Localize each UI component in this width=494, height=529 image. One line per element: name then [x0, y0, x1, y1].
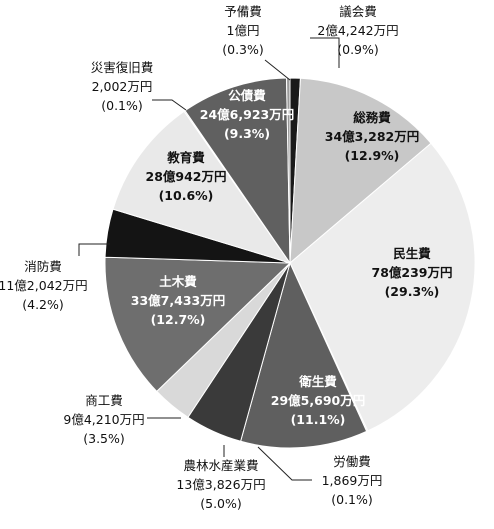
slice-amount: 33億7,433万円 — [131, 293, 225, 308]
slice-name: 商工費 — [85, 393, 123, 408]
slice-name: 消防費 — [24, 259, 62, 274]
slice-amount: 29億5,690万円 — [271, 393, 365, 408]
slice-name: 災害復旧費 — [91, 60, 154, 75]
slice-label-shoko: 商工費 9億4,210万円 (3.5%) — [63, 393, 144, 446]
slice-percent: (4.2%) — [22, 297, 64, 312]
slice-amount: 28億942万円 — [146, 169, 227, 184]
slice-label-saigai: 災害復旧費 2,002万円 (0.1%) — [91, 60, 154, 113]
slice-name: 土木費 — [159, 274, 197, 289]
slice-amount: 34億3,282万円 — [325, 129, 419, 144]
slice-percent: (11.1%) — [291, 412, 346, 427]
slice-label-somu: 総務費 34億3,282万円 (12.9%) — [325, 110, 419, 163]
slice-name: 衛生費 — [298, 374, 337, 389]
slice-percent: (9.3%) — [224, 126, 270, 141]
slice-amount: 2,002万円 — [92, 79, 153, 94]
slice-name: 公債費 — [228, 88, 266, 103]
leader-line-shobo — [78, 243, 110, 256]
slice-name: 農林水産業費 — [183, 458, 258, 473]
pie-slice-somu — [289, 77, 432, 265]
slice-amount: 13億3,826万円 — [176, 477, 265, 492]
slice-percent: (12.7%) — [151, 312, 206, 327]
slice-amount: 78億239万円 — [372, 265, 453, 280]
slice-label-shobo: 消防費 11億2,042万円 (4.2%) — [0, 259, 88, 312]
pie-slice-kyoiku — [112, 110, 292, 264]
slice-percent: (3.5%) — [83, 431, 125, 446]
slice-amount: 9億4,210万円 — [63, 412, 144, 427]
slice-percent: (0.1%) — [331, 492, 373, 507]
slice-labels: 議会費 2億4,242万円 (0.9%) 総務費 34億3,282万円 (12.9%) 民生… — [0, 4, 453, 511]
slice-percent: (10.6%) — [159, 188, 214, 203]
slice-amount: 1億円 — [227, 23, 260, 38]
pie-slice-doboku — [104, 256, 292, 393]
slice-label-eisei: 衛生費 29億5,690万円 (11.1%) — [271, 374, 365, 427]
pie-slices — [104, 77, 476, 449]
leader-line-rodo — [257, 446, 312, 481]
slice-amount: 1,869万円 — [322, 473, 383, 488]
slice-label-kosai: 公債費 24億6,923万円 (9.3%) — [200, 88, 294, 141]
slice-label-norin: 農林水産業費 13億3,826万円 (5.0%) — [176, 458, 265, 511]
leader-line-yobi — [264, 59, 291, 81]
slice-percent: (5.0%) — [200, 496, 242, 511]
pie-slice-eisei — [240, 261, 368, 449]
slice-amount: 11億2,042万円 — [0, 278, 88, 293]
slice-percent: (0.3%) — [222, 42, 264, 57]
slice-percent: (12.9%) — [345, 148, 400, 163]
slice-name: 民生費 — [393, 246, 431, 261]
slice-name: 教育費 — [166, 150, 205, 165]
slice-name: 予備費 — [224, 4, 262, 19]
slice-percent: (29.3%) — [385, 284, 440, 299]
slice-label-minsei: 民生費 78億239万円 (29.3%) — [372, 246, 453, 299]
leader-line-saigai — [152, 99, 187, 111]
leader-lines — [78, 37, 340, 481]
slice-percent: (0.1%) — [101, 98, 143, 113]
pie-slice-minsei — [289, 142, 476, 432]
slice-name: 総務費 — [353, 110, 391, 125]
slice-label-yobi: 予備費 1億円 (0.3%) — [222, 4, 264, 57]
slice-amount: 24億6,923万円 — [200, 107, 294, 122]
slice-amount: 2億4,242万円 — [317, 23, 398, 38]
slice-label-gikai: 議会費 2億4,242万円 (0.9%) — [317, 4, 398, 57]
leader-line-gikai — [310, 37, 340, 68]
pie-slice-kosai — [184, 77, 291, 265]
slice-name: 労働費 — [333, 454, 371, 469]
slice-percent: (0.9%) — [337, 42, 379, 57]
slice-name: 議会費 — [339, 4, 377, 19]
slice-label-doboku: 土木費 33億7,433万円 (12.7%) — [131, 274, 225, 327]
slice-label-rodo: 労働費 1,869万円 (0.1%) — [322, 454, 383, 507]
slice-label-kyoiku: 教育費 28億942万円 (10.6%) — [146, 150, 227, 203]
